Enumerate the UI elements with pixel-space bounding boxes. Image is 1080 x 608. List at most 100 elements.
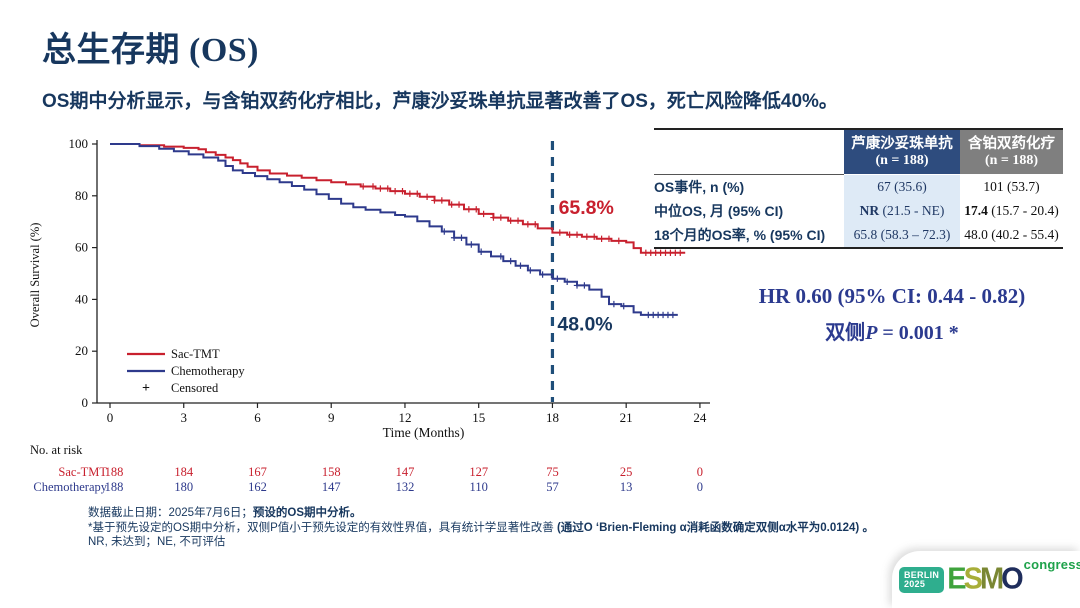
censor-mark [514,217,522,224]
cell-os-events-arm1: 67 (35.6) [844,175,960,199]
results-table: 芦康沙妥珠单抗 (n = 188) 含铂双药化疗 (n = 188) OS事件,… [654,128,1063,249]
x-tick-label: 18 [546,410,559,425]
p-value-prefix: 双侧 [825,322,866,344]
results-table-header-chemo: 含铂双药化疗 (n = 188) [960,130,1063,174]
censor-mark [458,234,465,241]
header-arm2-name: 含铂双药化疗 [968,135,1055,152]
footnote-abbreviations: NR, 未达到；NE, 不可评估 [88,536,226,548]
y-tick-label: 100 [69,136,89,151]
at-risk-value: 25 [620,465,633,479]
km-chart: 0 20 40 60 80 100 0 3 6 9 12 15 18 21 24 Time (Months) O… [25,125,765,500]
sac-tmt-rate-label: 65.8% [559,197,614,219]
censor-mark [573,231,581,238]
legend-censored-marker: + [142,381,150,396]
row-label-18m-os-rate: 18个月的OS率, % (95% CI) [654,227,826,243]
p-value-text: 双侧P = 0.001 * [712,316,1072,345]
censor-mark [406,190,414,197]
censor-mark [369,183,377,190]
badge-city: BERLIN [903,569,940,580]
censor-mark [610,300,618,308]
censor-mark [399,187,406,195]
y-tick-label: 80 [75,188,88,203]
x-tick-label: 24 [693,410,707,425]
censor-mark [423,193,431,201]
censor-mark [677,249,684,256]
at-risk-row-label: Chemotherapy [33,480,107,494]
censor-mark [554,275,561,282]
censor-mark [524,221,532,228]
at-risk-value: 188 [105,465,124,479]
censor-mark [566,231,573,238]
at-risk-value: 132 [396,480,415,494]
legend-label: Censored [171,381,219,395]
x-tick-label: 15 [472,410,485,425]
censor-mark [438,197,446,204]
header-arm2-n: (n = 188) [984,152,1039,168]
at-risk-row-label: Sac-TMT [58,465,107,479]
key-message: OS期中分析显示，与含铂双药化疗相比，芦康沙妥珠单抗显著改善了OS，死亡风险降低… [42,91,838,112]
at-risk-value: 188 [105,480,124,494]
x-tick-label: 3 [180,410,187,425]
y-tick-label: 20 [75,343,88,358]
at-risk-value: 0 [697,465,703,479]
censor-mark [556,229,564,236]
page-title-cn: 总生存期 [42,31,180,69]
footnotes: 数据截止日期：2025年7月6日；预设的OS期中分析。 *基于预先设定的OS期中… [88,506,874,550]
cell-os-events-arm2: 101 (53.7) [960,175,1063,199]
at-risk-value: 57 [546,480,559,494]
censor-mark [539,271,546,278]
at-risk-value: 184 [174,465,194,479]
censor-mark [480,210,487,218]
cell-18m-rate-arm1: 65.8 (58.3 – 72.3) [844,223,960,247]
censor-mark [532,221,539,228]
at-risk-value: 180 [174,480,193,494]
censor-mark [465,206,473,213]
censor-mark [591,233,598,240]
censor-mark [455,201,463,208]
at-risk-title: No. at risk [30,443,83,457]
at-risk-value: 158 [322,465,341,479]
km-plot-svg: 0 20 40 60 80 100 0 3 6 9 12 15 18 21 24 Time (Months) O… [28,136,710,494]
censor-mark [507,217,514,224]
censor-mark [620,302,627,310]
esmo-berlin-badge: BERLIN 2025 [898,566,945,593]
censor-mark [517,262,524,269]
at-risk-value: 13 [620,480,633,494]
at-risk-value: 110 [470,480,488,494]
header-arm1-n: (n = 188) [875,152,929,168]
at-risk-value: 127 [469,465,488,479]
x-axis-label: Time (Months) [383,425,465,440]
censor-mark [359,183,367,190]
censor-mark [414,190,421,197]
censor-mark [497,214,505,221]
y-axis-label: Overall Survival (%) [28,223,42,328]
censor-mark [583,233,591,240]
chemotherapy-rate-label: 48.0% [557,313,612,335]
censor-mark [605,235,613,242]
footnote-significance: *基于预先设定的OS期中分析，双侧P值小于预先设定的有效性界值，具有统计学显著性… [88,521,874,534]
y-tick-label: 40 [75,291,88,306]
header-arm1-name: 芦康沙妥珠单抗 [851,135,953,152]
footnote-data-cutoff: 数据截止日期：2025年7月6日；预设的OS期中分析。 [88,507,362,519]
badge-year: 2025 [903,579,926,589]
x-tick-label: 12 [398,410,411,425]
congress-label: congress [1023,557,1080,572]
censor-mark [377,185,384,192]
hazard-ratio-block: HR 0.60 (95% CI: 0.44 - 0.82) 双侧P = 0.00… [712,284,1072,345]
censor-mark [598,235,605,242]
censor-mark [497,253,505,260]
x-tick-label: 6 [254,410,261,425]
at-risk-value: 0 [697,480,703,494]
esmo-wordmark: ESMO [947,562,1023,596]
cell-18m-rate-arm2: 48.0 (40.2 - 55.4) [960,223,1063,247]
censor-mark [581,282,588,289]
censor-mark [615,237,623,245]
p-value-symbol: P [865,322,878,344]
at-risk-value: 167 [248,465,267,479]
censor-mark [384,185,391,192]
censor-mark [391,187,399,195]
row-label-median-os: 中位OS, 月 (95% CI) [654,203,784,219]
page-title-en: (OS) [180,32,259,69]
censor-mark [490,214,497,221]
